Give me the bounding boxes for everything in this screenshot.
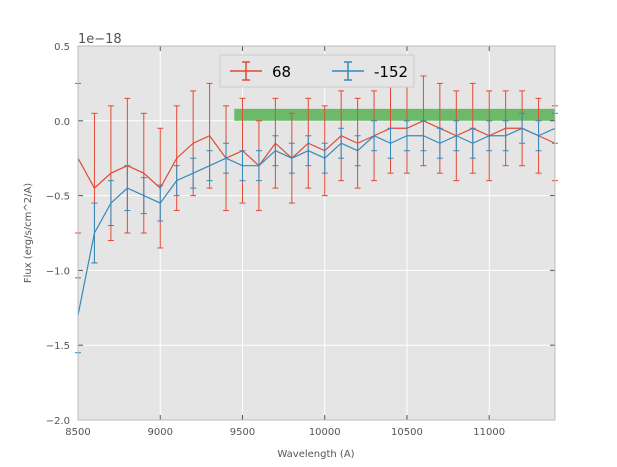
x-tick-label: 10500 [391, 427, 423, 438]
x-tick-label: 9000 [148, 427, 173, 438]
y-tick-labels: 0.5 0.0 −0.5 −1.0 −1.5 −2.0 [46, 42, 70, 427]
plot-frame [77, 45, 556, 421]
highlight-band [234, 108, 556, 121]
x-tick-label: 9500 [230, 427, 255, 438]
legend-items: 68 -152 [230, 61, 408, 81]
legend-label: -152 [374, 63, 408, 81]
y-tick-label: 0.5 [54, 42, 70, 53]
y-tick-label: −0.5 [46, 192, 70, 203]
x-tick-labels: 8500 9000 9500 10000 10500 11000 [65, 427, 505, 438]
series-line [77, 127, 556, 316]
x-tick-label: 8500 [65, 427, 90, 438]
legend-label: 68 [272, 63, 291, 81]
legend[interactable]: 68 -152 [219, 54, 415, 88]
y-tick-label: −1.5 [46, 341, 70, 352]
offset-text: 1e−18 [78, 32, 122, 47]
y-axis-label: Flux (erg/s/cm^2/A) [23, 183, 34, 283]
plot-background [78, 46, 555, 420]
x-axis-label: Wavelength (A) [277, 449, 354, 460]
y-tick-label: 0.0 [54, 117, 70, 128]
y-tick-label: −1.0 [46, 266, 70, 277]
x-tick-label: 10000 [309, 427, 341, 438]
x-tick-label: 11000 [473, 427, 505, 438]
y-tick-label: −2.0 [46, 416, 70, 427]
